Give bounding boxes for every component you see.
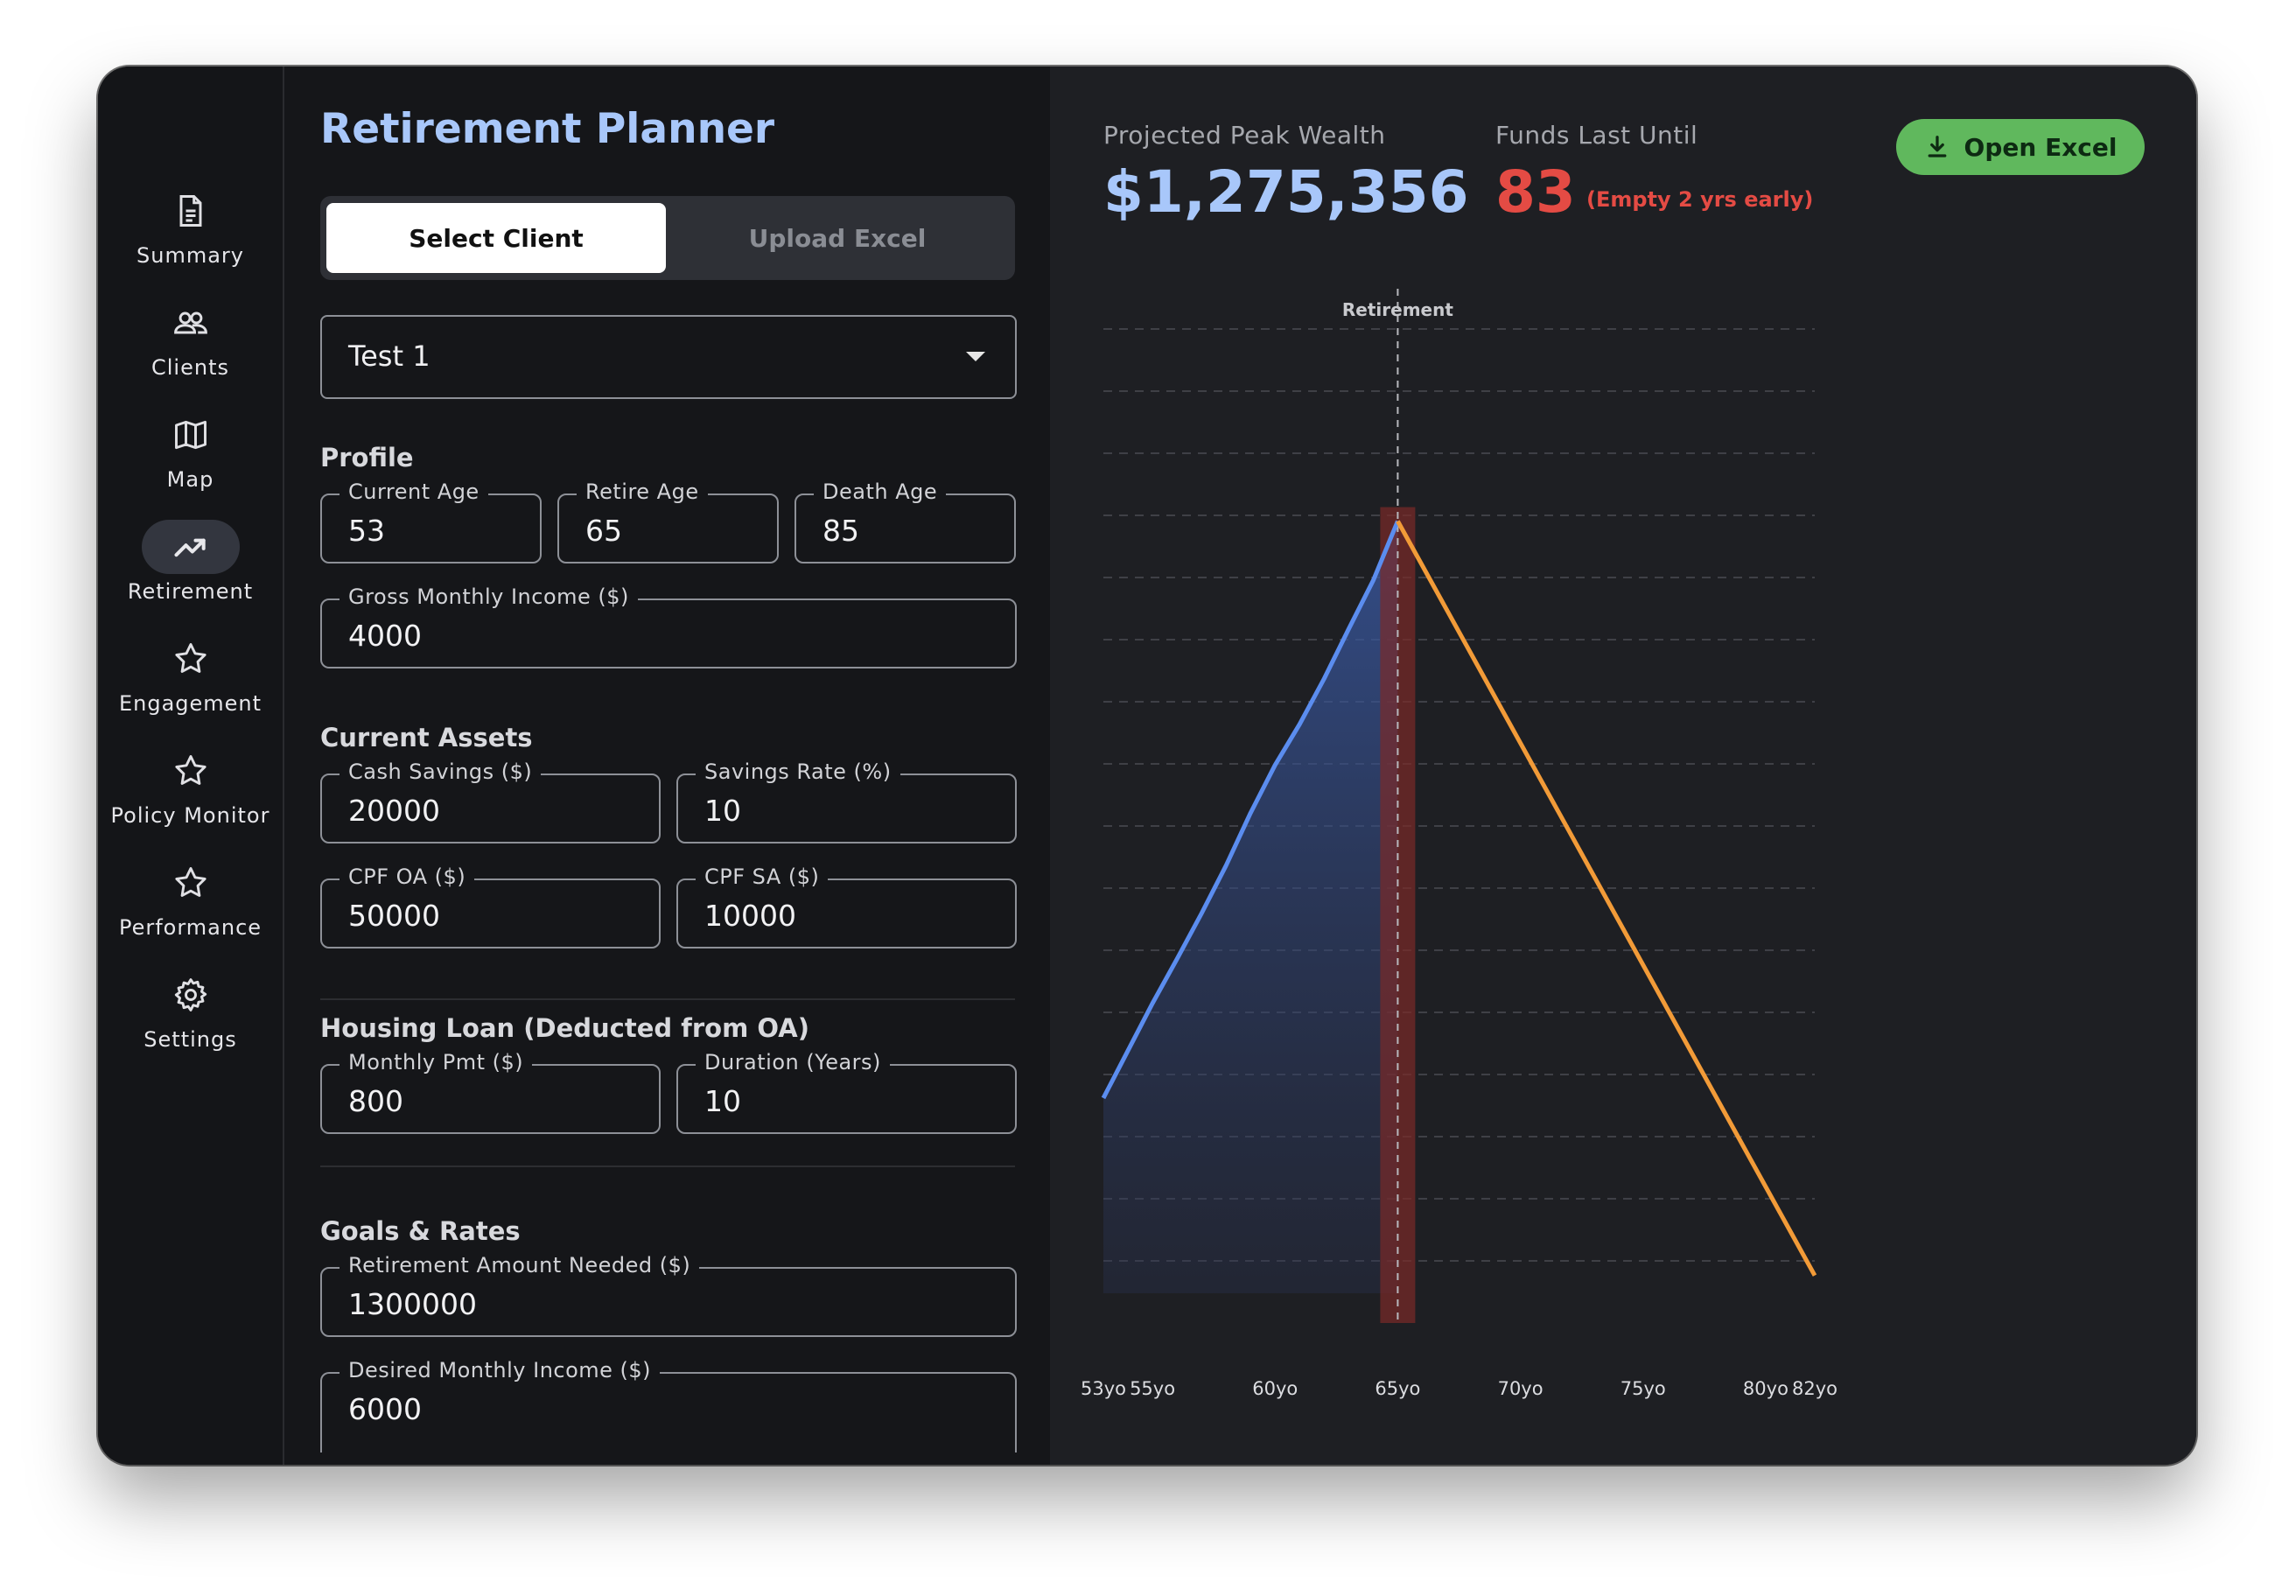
gross-income-field[interactable]: Gross Monthly Income ($) 4000: [320, 584, 1017, 668]
cpf-sa-field[interactable]: CPF SA ($) 10000: [676, 864, 1017, 948]
divider: [320, 1166, 1015, 1167]
x-tick-label: 65yo: [1375, 1378, 1420, 1399]
drawdown-line: [1396, 520, 1817, 1277]
retire-age-label: Retire Age: [577, 480, 708, 504]
current-age-value: 53: [348, 514, 385, 548]
cpf-oa-field[interactable]: CPF OA ($) 50000: [320, 864, 661, 948]
cash-savings-field[interactable]: Cash Savings ($) 20000: [320, 760, 661, 844]
download-icon: [1928, 136, 1946, 158]
sidebar-item-label: Retirement: [127, 579, 254, 604]
x-tick-label: 82yo: [1792, 1378, 1838, 1399]
death-age-field[interactable]: Death Age 85: [794, 480, 1016, 564]
peak-wealth-value: $1,275,356: [1103, 158, 1469, 226]
funds-last-value: 83: [1495, 158, 1576, 226]
accumulation-area: [1103, 521, 1398, 1293]
x-tick-label: 70yo: [1498, 1378, 1544, 1399]
open-excel-button[interactable]: Open Excel: [1896, 119, 2145, 175]
retirement-amount-field[interactable]: Retirement Amount Needed ($) 1300000: [320, 1253, 1017, 1337]
gross-income-value: 4000: [348, 619, 422, 653]
sidebar-item-performance[interactable]: Performance: [98, 856, 283, 961]
trending-up-icon: [141, 520, 240, 574]
section-title-profile: Profile: [320, 443, 414, 472]
loan-duration-field[interactable]: Duration (Years) 10: [676, 1050, 1017, 1134]
star-icon: [142, 632, 240, 686]
accumulation-line: [1101, 520, 1400, 1100]
map-icon: [142, 408, 240, 462]
tab-select-client[interactable]: Select Client: [326, 203, 666, 273]
chevron-down-icon: [966, 352, 985, 361]
funds-warning-note: (Empty 2 yrs early): [1586, 187, 1814, 212]
section-title-housing: Housing Loan (Deducted from OA): [320, 1013, 809, 1043]
desired-income-label: Desired Monthly Income ($): [340, 1358, 661, 1382]
sidebar-item-label: Settings: [144, 1027, 237, 1052]
loan-duration-label: Duration (Years): [696, 1050, 890, 1074]
sidebar-item-map[interactable]: Map: [98, 408, 283, 513]
cpf-oa-label: CPF OA ($): [340, 864, 475, 889]
wealth-chart: Retirement 53yo 55yo 60yo 65yo 70yo 75yo 80yo 82…: [1081, 289, 1838, 1399]
sidebar-item-label: Policy Monitor: [110, 803, 270, 828]
current-age-field[interactable]: Current Age 53: [320, 480, 542, 564]
retirement-marker-label: Retirement: [1342, 299, 1453, 320]
divider: [320, 998, 1015, 1000]
sidebar-item-summary[interactable]: Summary: [98, 184, 283, 289]
gear-icon: [142, 968, 240, 1022]
document-icon: [142, 184, 240, 238]
star-icon: [142, 744, 240, 798]
death-age-label: Death Age: [814, 480, 947, 504]
client-select[interactable]: Test 1: [320, 315, 1017, 399]
x-tick-label: 75yo: [1620, 1378, 1666, 1399]
x-tick-label: 55yo: [1130, 1378, 1175, 1399]
sidebar-item-settings[interactable]: Settings: [98, 968, 283, 1073]
loan-duration-value: 10: [704, 1084, 741, 1118]
cash-savings-label: Cash Savings ($): [340, 760, 542, 784]
page-title: Retirement Planner: [320, 105, 775, 153]
savings-rate-field[interactable]: Savings Rate (%) 10: [676, 760, 1017, 844]
monthly-pmt-field[interactable]: Monthly Pmt ($) 800: [320, 1050, 661, 1134]
sidebar-item-retirement[interactable]: Retirement: [98, 520, 283, 625]
tab-upload-excel[interactable]: Upload Excel: [748, 223, 927, 253]
peak-wealth-label: Projected Peak Wealth: [1103, 121, 1386, 150]
retire-age-field[interactable]: Retire Age 65: [557, 480, 779, 564]
funds-last-label: Funds Last Until: [1495, 121, 1698, 150]
current-age-label: Current Age: [340, 480, 488, 504]
sidebar: Summary Clients Map Retirement Engagemen…: [98, 66, 284, 1465]
monthly-pmt-label: Monthly Pmt ($): [340, 1050, 533, 1074]
savings-rate-label: Savings Rate (%): [696, 760, 900, 784]
x-tick-label: 60yo: [1252, 1378, 1298, 1399]
sidebar-item-clients[interactable]: Clients: [98, 296, 283, 401]
cash-savings-value: 20000: [348, 794, 440, 828]
desired-income-value: 6000: [348, 1392, 422, 1426]
retirement-amount-value: 1300000: [348, 1287, 477, 1321]
sidebar-item-label: Map: [166, 467, 214, 492]
source-toggle: Select Client Upload Excel: [320, 196, 1015, 280]
sidebar-item-label: Clients: [151, 355, 229, 380]
app-window: Summary Clients Map Retirement Engagemen…: [98, 66, 2196, 1465]
death-age-value: 85: [822, 514, 859, 548]
star-icon: [142, 856, 240, 910]
cpf-sa-value: 10000: [704, 899, 796, 933]
cpf-oa-value: 50000: [348, 899, 440, 933]
x-tick-label: 80yo: [1743, 1378, 1788, 1399]
client-select-value: Test 1: [348, 340, 430, 373]
retire-age-value: 65: [585, 514, 622, 548]
gross-income-label: Gross Monthly Income ($): [340, 584, 638, 609]
sidebar-item-label: Engagement: [118, 691, 262, 716]
open-excel-label: Open Excel: [1964, 132, 2118, 162]
sidebar-item-engagement[interactable]: Engagement: [98, 632, 283, 737]
retirement-amount-label: Retirement Amount Needed ($): [340, 1253, 700, 1278]
section-title-assets: Current Assets: [320, 723, 533, 752]
people-icon: [142, 296, 240, 350]
monthly-pmt-value: 800: [348, 1084, 403, 1118]
section-title-goals: Goals & Rates: [320, 1216, 521, 1246]
sidebar-item-policy-monitor[interactable]: Policy Monitor: [98, 744, 283, 849]
form-panel: Retirement Planner Select Client Upload …: [284, 66, 1146, 1465]
savings-rate-value: 10: [704, 794, 741, 828]
desired-income-field[interactable]: Desired Monthly Income ($) 6000: [320, 1358, 1017, 1452]
sidebar-item-label: Summary: [136, 243, 244, 268]
x-tick-label: 53yo: [1081, 1378, 1126, 1399]
cpf-sa-label: CPF SA ($): [696, 864, 829, 889]
sidebar-item-label: Performance: [118, 915, 262, 940]
